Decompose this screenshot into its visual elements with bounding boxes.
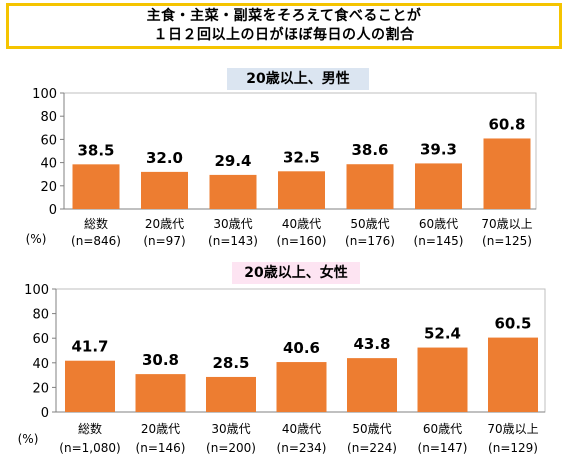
female-data-label: 52.4 <box>424 325 461 343</box>
male-category-label: 20歳代 <box>145 217 184 231</box>
male-data-label: 32.5 <box>283 148 320 166</box>
chart-title-line-1: 主食・主菜・副菜をそろえて食べることが <box>146 8 422 24</box>
male-n-label: (n=160) <box>277 234 327 248</box>
female-category-label: 30歳代 <box>211 422 250 436</box>
male-n-label: (n=846) <box>71 234 121 248</box>
male-bar <box>72 164 120 209</box>
male-bar <box>415 163 462 209</box>
female-bar <box>347 358 397 412</box>
female-data-label: 41.7 <box>71 338 108 356</box>
female-n-label: (n=146) <box>136 441 186 455</box>
female-bar <box>417 347 468 412</box>
female-bar <box>276 362 327 412</box>
female-category-label: 40歳代 <box>282 422 321 436</box>
chart-title-line-2: １日２回以上の日がほぼ毎日の人の割合 <box>153 27 415 43</box>
female-data-label: 40.6 <box>283 339 320 357</box>
female-bar <box>135 374 186 412</box>
male-data-label: 38.5 <box>77 141 114 159</box>
male-data-label: 38.6 <box>351 141 388 159</box>
male-data-label: 29.4 <box>214 152 251 170</box>
female-bar <box>488 337 538 412</box>
male-bar <box>278 171 325 209</box>
male-n-label: (n=97) <box>143 234 185 248</box>
male-data-label: 60.8 <box>488 115 525 133</box>
female-n-label: (n=147) <box>418 441 468 455</box>
male-y-tick-label: 60 <box>40 133 57 148</box>
female-data-label: 60.5 <box>494 315 531 333</box>
female-data-label: 28.5 <box>212 354 249 372</box>
female-y-tick-label: 20 <box>32 381 49 396</box>
female-data-label: 43.8 <box>353 335 390 353</box>
male-category-label: 30歳代 <box>213 217 252 231</box>
female-bar <box>206 376 256 412</box>
female-y-tick-label: 80 <box>32 308 49 323</box>
male-chart-subtitle: 20歳以上、男性 <box>227 68 369 90</box>
chart-title-box: 主食・主菜・副菜をそろえて食べることが １日２回以上の日がほぼ毎日の人の割合 <box>6 3 562 49</box>
male-bar <box>141 171 188 209</box>
male-bar <box>483 138 531 209</box>
male-n-label: (n=125) <box>482 234 532 248</box>
female-y-tick-label: 0 <box>41 406 49 421</box>
female-bar <box>65 360 115 412</box>
male-n-label: (n=145) <box>414 234 464 248</box>
female-n-label: (n=129) <box>488 441 538 455</box>
male-data-label: 39.3 <box>420 140 457 158</box>
female-y-tick-label: 60 <box>32 332 49 347</box>
male-category-label: 総数 <box>84 216 108 231</box>
male-unit-label: (%) <box>26 232 47 246</box>
female-n-label: (n=200) <box>206 441 256 455</box>
female-y-tick-label: 40 <box>32 357 49 372</box>
male-category-label: 60歳代 <box>419 217 458 231</box>
male-y-tick-label: 80 <box>40 110 57 125</box>
female-data-label: 30.8 <box>142 351 179 369</box>
male-category-label: 50歳代 <box>350 217 389 231</box>
female-chart-subtitle: 20歳以上、女性 <box>232 262 360 284</box>
male-n-label: (n=176) <box>345 234 395 248</box>
male-category-label: 70歳以上 <box>481 217 532 231</box>
male-y-tick-label: 20 <box>40 180 57 195</box>
female-category-label: 総数 <box>78 421 102 436</box>
male-data-label: 32.0 <box>146 149 183 167</box>
female-n-label: (n=1,080) <box>59 441 120 455</box>
female-category-label: 70歳以上 <box>487 422 538 436</box>
female-n-label: (n=224) <box>347 441 397 455</box>
female-category-label: 50歳代 <box>352 422 391 436</box>
female-n-label: (n=234) <box>277 441 327 455</box>
female-y-tick-label: 100 <box>24 283 49 298</box>
male-y-tick-label: 100 <box>32 87 57 102</box>
male-y-tick-label: 0 <box>49 203 57 218</box>
female-category-label: 20歳代 <box>141 422 180 436</box>
male-category-label: 40歳代 <box>282 217 321 231</box>
female-unit-label: (%) <box>18 432 39 446</box>
male-y-tick-label: 40 <box>40 157 57 172</box>
male-n-label: (n=143) <box>208 234 258 248</box>
male-bar <box>346 164 394 209</box>
male-bar <box>209 174 257 209</box>
female-category-label: 60歳代 <box>423 422 462 436</box>
